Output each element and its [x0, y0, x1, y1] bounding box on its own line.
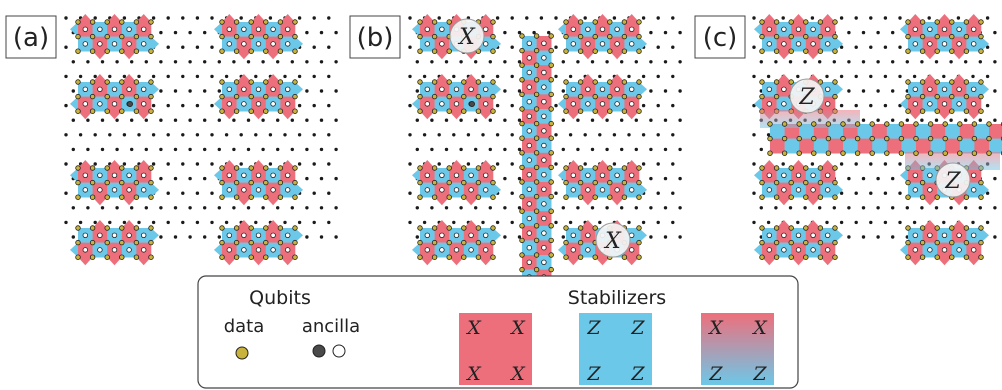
svg-text:X: X [603, 229, 622, 254]
logical-operator-x: X [595, 222, 631, 258]
surface-code-patch [899, 73, 990, 120]
x-stabilizer-swatch: X X X X [459, 313, 532, 385]
panel-label-box [694, 15, 746, 59]
panel-label-b: (b) [357, 23, 394, 53]
surface-code-patch [753, 13, 844, 60]
legend-stabilizers-title: Stabilizers [568, 287, 666, 309]
svg-text:Z: Z [708, 363, 723, 385]
surface-code-patch [213, 13, 304, 60]
legend-qubits-title: Qubits [249, 287, 311, 309]
surface-code-patch [213, 219, 304, 266]
svg-text:X: X [457, 25, 476, 50]
code-patches [411, 13, 648, 287]
svg-text:Z: Z [630, 363, 645, 385]
surface-code-patch [557, 13, 648, 60]
surface-code-patch [411, 219, 502, 266]
ancilla-filled-marker [127, 101, 134, 108]
svg-text:Z: Z [630, 317, 645, 339]
svg-text:X: X [509, 363, 526, 385]
svg-text:X: X [751, 317, 768, 339]
logical-operator-z: Z [935, 162, 971, 198]
surface-code-patch [69, 159, 160, 206]
panel-c: Z Z (c) [694, 13, 1002, 266]
surface-code-patch [557, 73, 648, 120]
svg-text:Z: Z [944, 169, 961, 194]
surface-code-patch [753, 219, 844, 266]
svg-text:Z: Z [586, 317, 601, 339]
svg-text:Z: Z [586, 363, 601, 385]
svg-text:X: X [707, 317, 724, 339]
surface-code-patch [69, 13, 160, 60]
surface-code-patch [899, 219, 990, 266]
surface-code-patch [753, 159, 844, 206]
svg-text:Z: Z [798, 85, 815, 110]
logical-operators: Z Z [789, 78, 971, 198]
legend: Qubits data ancilla Stabilizers X X X X … [197, 275, 799, 389]
z-stabilizer-swatch: Z Z Z Z [579, 313, 652, 385]
surface-code-patch [69, 219, 160, 266]
legend-data-label: data [224, 316, 265, 337]
ancilla-filled-icon [312, 344, 326, 358]
logical-operator-z: Z [789, 78, 825, 114]
svg-text:Z: Z [752, 363, 767, 385]
code-patches [753, 13, 1002, 266]
svg-text:X: X [465, 363, 482, 385]
surface-code-patch [411, 73, 502, 120]
logical-operator-x: X [449, 18, 485, 54]
code-patches [69, 13, 304, 266]
logical-operators: X X [449, 18, 631, 258]
legend-ancilla-label: ancilla [302, 316, 360, 337]
panel-b: X X (b) [349, 13, 682, 287]
surface-code-patch [213, 73, 304, 120]
ancilla-empty-icon [332, 344, 346, 358]
svg-text:X: X [509, 317, 526, 339]
surface-code-patch [213, 159, 304, 206]
panel-label-box [349, 15, 401, 59]
surface-code-patch [69, 73, 160, 120]
panel-label-c: (c) [703, 23, 738, 53]
ancilla-filled-marker [468, 101, 475, 108]
surface-code-patch [411, 159, 502, 206]
panel-label-box [5, 15, 57, 59]
data-qubit-icon [235, 346, 249, 360]
panel-a: (a) [5, 13, 338, 266]
surface-code-patch [899, 13, 990, 60]
svg-text:X: X [465, 317, 482, 339]
panel-label-a: (a) [13, 23, 49, 53]
mixed-stabilizer-swatch: X X Z Z [701, 313, 774, 385]
surface-code-patch [557, 159, 648, 206]
